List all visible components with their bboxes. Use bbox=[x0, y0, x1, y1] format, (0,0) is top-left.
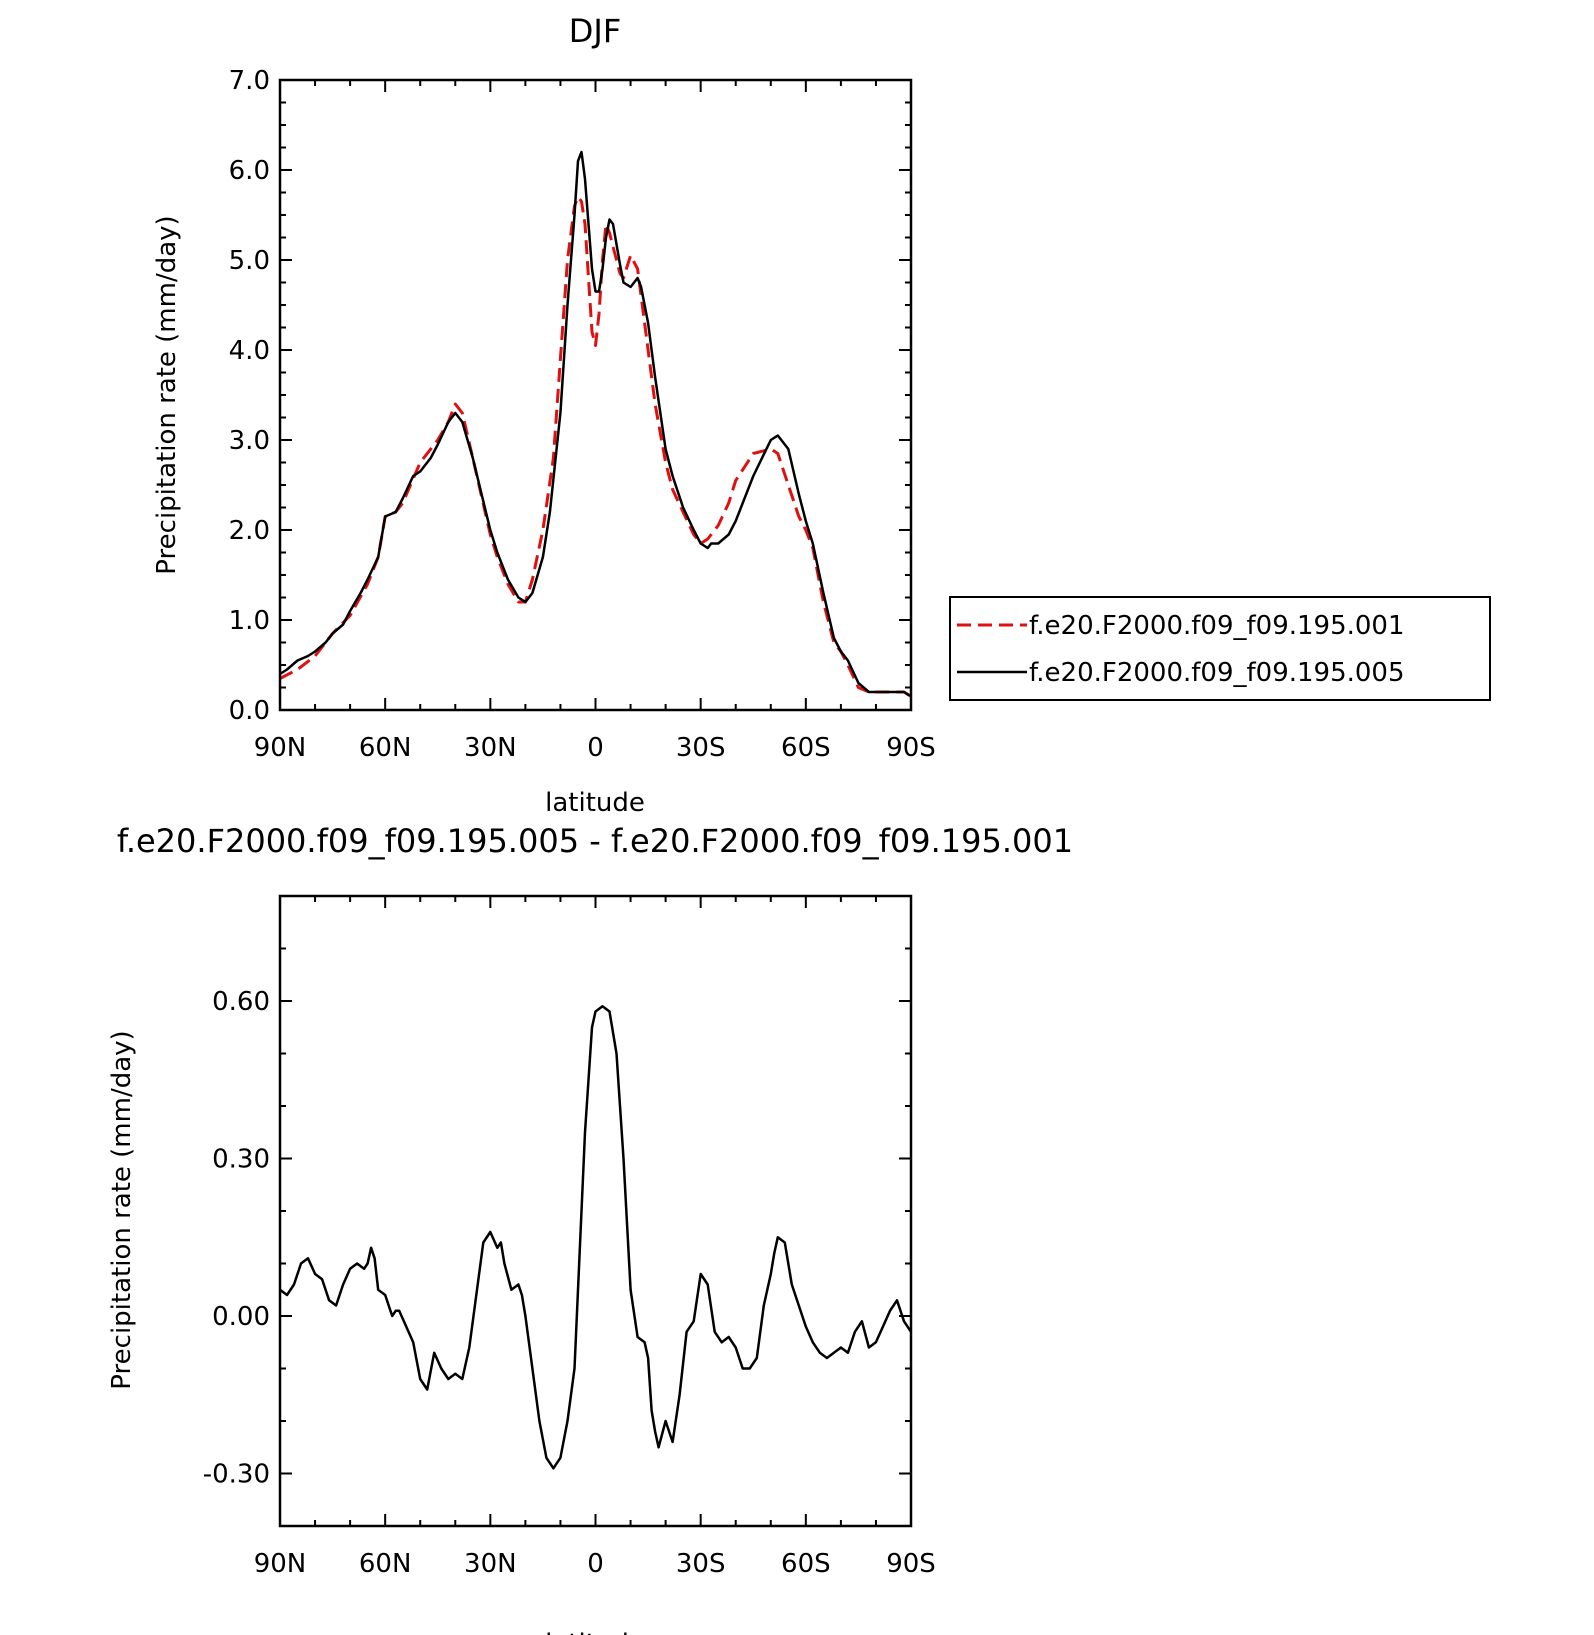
bottom-y-axis-label: Precipitation rate (mm/day) bbox=[107, 1030, 137, 1389]
y-tick-label: 5.0 bbox=[229, 246, 270, 276]
x-tick-label: 60S bbox=[781, 733, 831, 763]
x-tick-label: 90N bbox=[254, 733, 307, 763]
legend-label-001: f.e20.F2000.f09_f09.195.001 bbox=[1029, 611, 1405, 641]
x-tick-label: 30S bbox=[676, 733, 726, 763]
y-tick-label: 0.00 bbox=[212, 1302, 270, 1332]
y-tick-label: 3.0 bbox=[229, 426, 270, 456]
y-tick-label: 6.0 bbox=[229, 156, 270, 186]
series-line-0-0 bbox=[279, 195, 912, 698]
top-tick-labels: 90N 60N 30N 0 30S 60S 90S 0.0 1.0 2.0 3.0 4.0 5.0 6.0… bbox=[229, 66, 936, 763]
bottom-panel: f.e20.F2000.f09_f09.195.005 - f.e20.F200… bbox=[107, 822, 1073, 1635]
top-plot-title: DJF bbox=[569, 12, 621, 50]
top-ticks bbox=[279, 79, 912, 711]
y-tick-label: 0.60 bbox=[212, 987, 270, 1017]
legend-label-005: f.e20.F2000.f09_f09.195.005 bbox=[1029, 658, 1405, 688]
series-line-0-1 bbox=[279, 150, 912, 698]
x-tick-label: 90S bbox=[886, 733, 936, 763]
series-line-1-0 bbox=[279, 1005, 913, 1470]
x-tick-label: 60N bbox=[359, 1549, 412, 1579]
x-tick-label: 90S bbox=[886, 1549, 936, 1579]
y-tick-label: -0.30 bbox=[203, 1460, 270, 1490]
x-tick-label: 60N bbox=[359, 733, 412, 763]
bottom-ticks bbox=[279, 895, 912, 1527]
y-tick-label: 2.0 bbox=[229, 516, 270, 546]
top-plot-frame bbox=[278, 78, 913, 712]
y-tick-label: 7.0 bbox=[229, 66, 270, 96]
x-tick-label: 90N bbox=[254, 1549, 307, 1579]
bottom-tick-labels: 90N 60N 30N 0 30S 60S 90S -0.30 0.00 0.30 0.60 bbox=[203, 987, 936, 1579]
top-series bbox=[279, 150, 912, 698]
x-tick-label: 30S bbox=[676, 1549, 726, 1579]
legend-box bbox=[949, 596, 1491, 701]
x-tick-label: 30N bbox=[464, 733, 517, 763]
x-tick-label: 60S bbox=[781, 1549, 831, 1579]
y-tick-label: 0.30 bbox=[212, 1145, 270, 1175]
top-x-axis-label: latitude bbox=[545, 788, 645, 818]
bottom-x-axis-label: latitude bbox=[545, 1629, 645, 1635]
y-tick-label: 4.0 bbox=[229, 336, 270, 366]
bottom-plot-title: f.e20.F2000.f09_f09.195.005 - f.e20.F200… bbox=[117, 822, 1073, 860]
y-tick-label: 0.0 bbox=[229, 696, 270, 726]
x-tick-label: 0 bbox=[587, 1549, 604, 1579]
top-y-axis-label: Precipitation rate (mm/day) bbox=[152, 215, 182, 574]
top-panel: DJF 90N 60N 30N 0 30S 60S 90S 0.0 1.0 2.0 3.0 4.0 5.… bbox=[152, 12, 1491, 818]
legend: f.e20.F2000.f09_f09.195.001 f.e20.F2000.… bbox=[949, 596, 1491, 701]
x-tick-label: 0 bbox=[587, 733, 604, 763]
bottom-plot-frame bbox=[278, 894, 913, 1528]
bottom-series bbox=[279, 1005, 913, 1470]
x-tick-label: 30N bbox=[464, 1549, 517, 1579]
y-tick-label: 1.0 bbox=[229, 606, 270, 636]
